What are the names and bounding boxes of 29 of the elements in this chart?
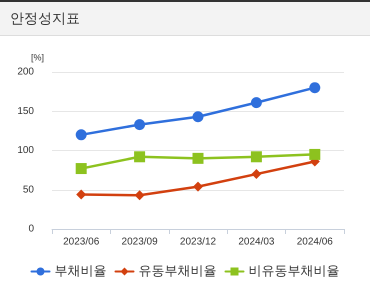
x-tick-label: 2023/12 xyxy=(180,236,217,248)
legend-label: 유동부채비율 xyxy=(138,264,216,279)
y-tick-label: 100 xyxy=(17,145,34,156)
y-tick-label: 200 xyxy=(17,66,34,78)
point xyxy=(76,189,86,200)
x-tick-label: 2024/03 xyxy=(238,236,275,248)
x-tick-label: 2023/09 xyxy=(122,236,158,248)
point xyxy=(251,169,262,180)
point xyxy=(192,111,204,122)
point xyxy=(134,151,146,162)
chart-title: 안정성지표 xyxy=(0,2,370,36)
point xyxy=(309,82,320,94)
y-tick-label: 150 xyxy=(17,106,34,117)
point xyxy=(192,152,204,164)
legend-label: 비유동부채비율 xyxy=(248,264,340,279)
y-tick-label: 0 xyxy=(28,224,34,234)
point xyxy=(76,129,87,140)
x-tick-label: 2023/06 xyxy=(63,236,100,248)
point xyxy=(76,163,87,174)
point xyxy=(309,148,320,160)
point xyxy=(134,190,145,200)
legend-label: 부채비율 xyxy=(54,264,106,279)
point xyxy=(134,119,146,130)
y-tick-label: 50 xyxy=(22,184,34,196)
point xyxy=(250,97,262,108)
y-axis-title: [%] xyxy=(30,52,44,62)
point xyxy=(193,182,203,192)
point xyxy=(250,151,262,162)
x-tick-label: 2024/06 xyxy=(296,236,334,248)
